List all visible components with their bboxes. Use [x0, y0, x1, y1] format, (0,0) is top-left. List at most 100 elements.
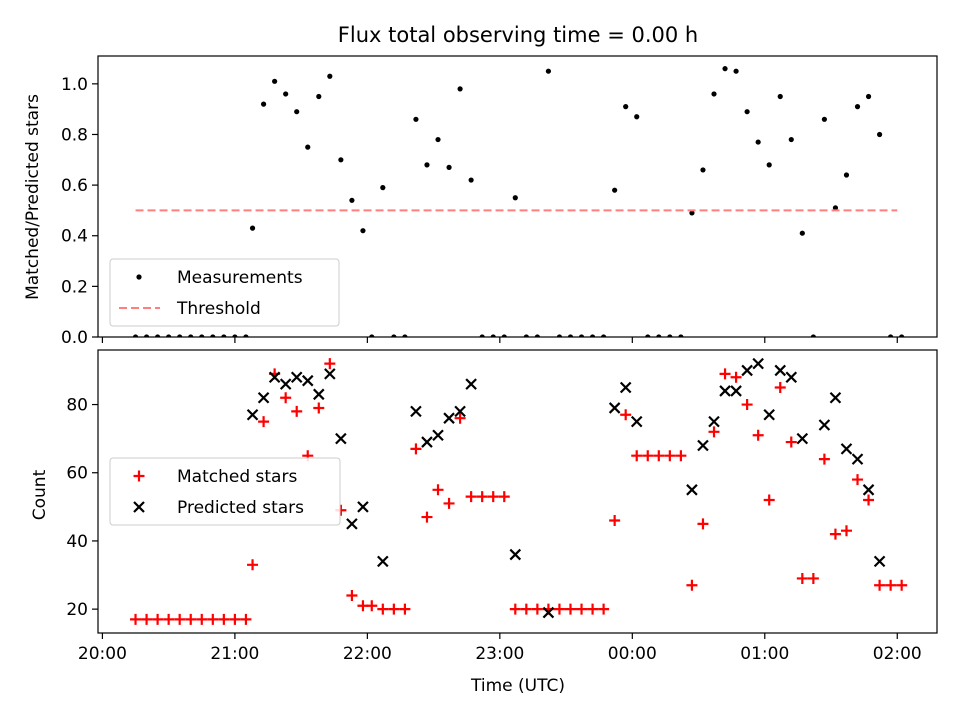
matched-star-point	[553, 603, 565, 615]
predicted-star-point	[377, 555, 389, 568]
top-panel: 0.0 0.2 0.4 0.6 0.8 1.0 Measurements Threshold	[61, 55, 938, 348]
measurement-point	[821, 116, 827, 122]
matched-star-point	[291, 405, 303, 417]
matched-star-point	[631, 450, 643, 462]
predicted-star-point	[630, 415, 643, 428]
measurement-point	[843, 172, 850, 178]
measurement-point	[360, 228, 366, 234]
predicted-star-point	[686, 484, 698, 496]
x-tick-label: 02:00	[873, 644, 922, 664]
top-y-tick-label: 0.6	[61, 176, 88, 196]
matched-star-point	[829, 528, 841, 540]
matched-star-point	[840, 525, 852, 537]
matched-star-point	[708, 426, 720, 438]
measurement-point	[711, 91, 717, 97]
measurement-point	[899, 334, 905, 337]
measurement-point	[567, 334, 574, 337]
matched-star-point	[410, 443, 422, 455]
top-y-tick-label: 1.0	[61, 75, 88, 95]
measurement-point	[490, 334, 496, 337]
predicted-star-point	[542, 606, 555, 619]
measurement-point	[865, 93, 872, 100]
predicted-star-point	[443, 412, 455, 424]
legend-matched-marker	[133, 470, 145, 482]
matched-star-point	[520, 603, 532, 615]
bottom-y-tick-label: 40	[66, 532, 88, 552]
top-y-tick-label: 0.0	[61, 328, 88, 348]
top-axes-frame	[97, 55, 938, 338]
predicted-star-point	[279, 378, 292, 390]
predicted-star-point	[708, 415, 720, 428]
legend-label: Predicted stars	[177, 498, 304, 518]
measurement-point	[166, 334, 172, 337]
predicted-star-point	[335, 432, 347, 445]
measurement-point	[468, 177, 474, 183]
x-axis-label: Time (UTC)	[470, 676, 565, 696]
predicted-star-point	[763, 409, 775, 421]
measurement-point	[294, 109, 300, 115]
legend-measurements-marker	[136, 274, 142, 280]
measurement-point	[210, 334, 216, 337]
bottom-panel: 20:00 21:00 22:00 23:00 00:00 01:00 02:00 20 40 6…	[66, 349, 938, 664]
measurement-point	[501, 334, 507, 337]
bottom-axes-frame	[97, 349, 938, 634]
predicted-star-point	[840, 443, 853, 455]
matched-star-point	[432, 484, 444, 496]
x-tick-label: 23:00	[475, 644, 524, 664]
bottom-data-marks	[130, 357, 908, 625]
top-y-axis-label: Matched/Predicted stars	[23, 94, 43, 300]
predicted-star-point	[697, 439, 709, 452]
matched-star-point	[207, 613, 219, 625]
matched-star-point	[598, 603, 610, 615]
measurement-point	[479, 334, 485, 337]
measurement-point	[788, 136, 794, 143]
measurement-point	[534, 334, 540, 337]
predicted-star-point	[862, 484, 875, 496]
matched-star-point	[218, 613, 230, 625]
measurement-point	[556, 334, 563, 337]
matched-star-point	[454, 412, 466, 424]
matched-star-point	[642, 450, 654, 462]
measurement-point	[578, 334, 585, 337]
bottom-legend: Matched stars Predicted stars	[109, 457, 341, 526]
predicted-star-point	[246, 409, 259, 421]
predicted-star-point	[619, 381, 632, 394]
measurement-point	[272, 78, 278, 84]
measurement-point	[188, 334, 194, 337]
measurement-point	[512, 195, 518, 201]
x-tick-label: 20:00	[78, 644, 127, 664]
matched-star-point	[498, 491, 510, 503]
measurement-point	[523, 334, 529, 337]
matched-star-point	[313, 402, 325, 414]
measurement-point	[338, 157, 344, 163]
measurement-point	[413, 116, 419, 122]
predicted-star-point	[465, 378, 477, 390]
measurement-point	[645, 334, 651, 337]
predicted-star-point	[719, 385, 731, 397]
measurement-point	[243, 334, 249, 337]
matched-star-point	[280, 392, 292, 404]
matched-star-point	[763, 494, 775, 506]
legend-label: Threshold	[176, 299, 261, 319]
matched-star-point	[719, 368, 731, 380]
x-tick-label: 01:00	[740, 644, 789, 664]
matched-star-point	[443, 497, 455, 509]
measurement-point	[876, 131, 883, 138]
predicted-star-point	[509, 548, 522, 561]
predicted-star-point	[432, 429, 444, 442]
matched-star-point	[366, 600, 378, 612]
measurement-point	[327, 73, 333, 79]
matched-star-point	[509, 603, 521, 615]
measurement-point	[766, 162, 772, 168]
matched-star-point	[476, 491, 488, 503]
measurement-point	[700, 167, 706, 173]
measurement-point	[601, 334, 607, 337]
measurement-point	[446, 164, 452, 170]
matched-star-point	[130, 613, 142, 625]
measurement-point	[854, 104, 861, 110]
matched-star-point	[675, 450, 687, 462]
matched-star-point	[258, 416, 270, 428]
matched-star-point	[863, 494, 875, 506]
measurement-point	[744, 109, 750, 115]
